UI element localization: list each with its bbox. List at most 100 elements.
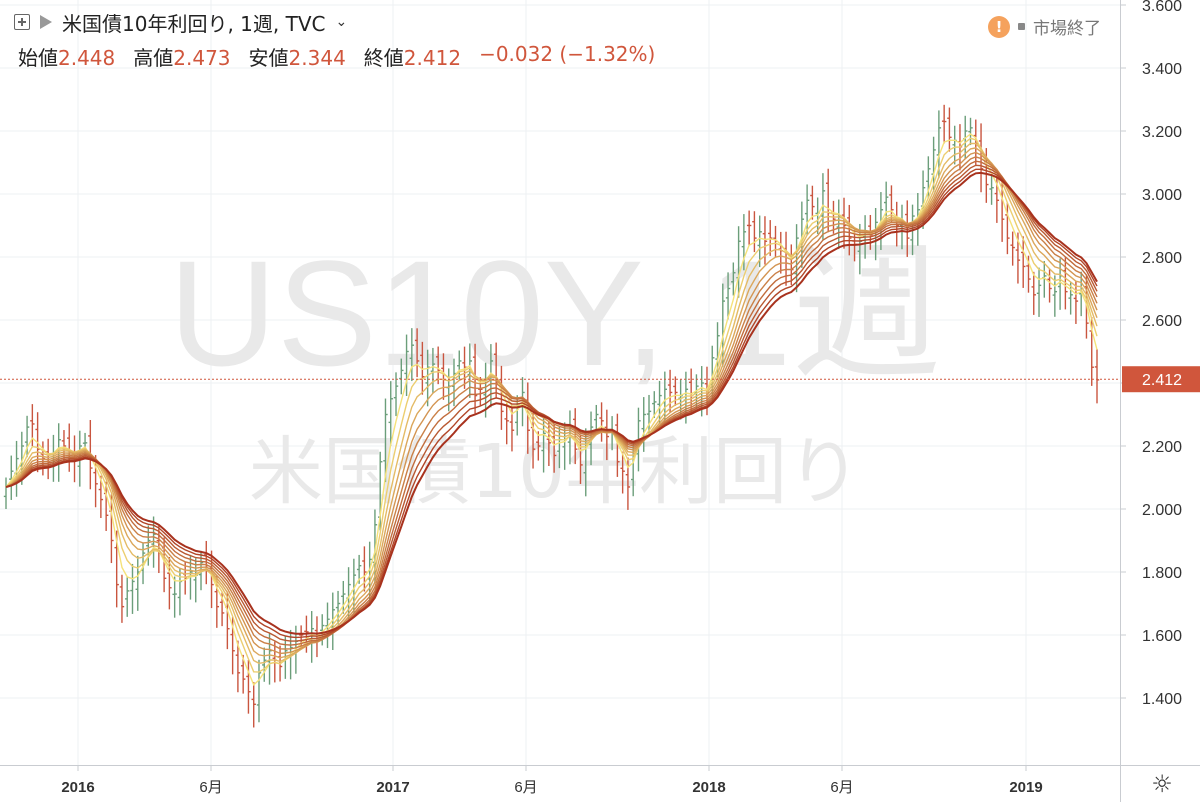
ohlc-bar[interactable]: [1021, 236, 1026, 288]
y-tick-label: 3.000: [1142, 187, 1182, 204]
ohlc-bar[interactable]: [256, 659, 262, 723]
ohlc-bar[interactable]: [135, 555, 140, 611]
symbol-title[interactable]: 米国債10年利回り, 1週, TVC: [62, 11, 326, 36]
ohlc-bar[interactable]: [67, 423, 72, 472]
last-price-label: 2.412: [1142, 372, 1182, 389]
ohlc-bar[interactable]: [541, 416, 546, 473]
ohlc-bar[interactable]: [752, 211, 757, 253]
ohlc-bar[interactable]: [1073, 281, 1079, 324]
ohlc-bar[interactable]: [757, 215, 762, 268]
ohlc-bar[interactable]: [504, 401, 509, 445]
ohlc-bar[interactable]: [167, 556, 172, 610]
ohlc-bar[interactable]: [746, 210, 752, 246]
ohlc-bar[interactable]: [1052, 275, 1058, 317]
ohlc-bar[interactable]: [641, 397, 646, 452]
ohlc-bar[interactable]: [968, 117, 973, 146]
ohlc-bar[interactable]: [383, 398, 388, 483]
ohlc-bar[interactable]: [246, 660, 251, 714]
ohlc-bar[interactable]: [24, 415, 30, 458]
x-tick-label: 2018: [692, 779, 725, 796]
ohlc-bar[interactable]: [420, 341, 425, 395]
gear-icon[interactable]: ☼: [1151, 770, 1173, 798]
ema-ribbon-line: [5, 151, 1098, 655]
ohlc-bar[interactable]: [952, 125, 957, 165]
x-tick-label: 6月: [830, 779, 853, 796]
y-tick-label: 2.800: [1142, 250, 1182, 267]
ohlc-bar[interactable]: [947, 107, 952, 152]
market-status-label: 市場終了: [1033, 19, 1101, 39]
ohlc-bar[interactable]: [599, 402, 604, 442]
ohlc-bar[interactable]: [499, 365, 504, 430]
ohlc-bar[interactable]: [725, 272, 731, 320]
ohlc-bar[interactable]: [826, 168, 831, 233]
ohlc-bar[interactable]: [251, 682, 256, 728]
ohlc-bar[interactable]: [941, 104, 947, 144]
ohlc-bar[interactable]: [652, 391, 657, 418]
ohlc-bar[interactable]: [3, 477, 9, 510]
ohlc-bar[interactable]: [267, 633, 272, 685]
ohlc-bar[interactable]: [794, 224, 799, 293]
chevron-down-icon[interactable]: ⌄: [335, 14, 348, 30]
ohlc-bar[interactable]: [1094, 349, 1100, 404]
warning-icon[interactable]: !: [988, 15, 1010, 38]
ohlc-bar[interactable]: [536, 431, 541, 461]
plus-square-icon[interactable]: [14, 14, 30, 30]
ohlc-bar[interactable]: [989, 175, 994, 205]
ohlc-bar[interactable]: [1047, 268, 1052, 303]
y-tick-label: 2.600: [1142, 313, 1182, 330]
ohlc-bar[interactable]: [604, 409, 610, 461]
ohlc-bar[interactable]: [1068, 282, 1073, 315]
ohlc-bar[interactable]: [172, 576, 177, 618]
ohlc-bar[interactable]: [810, 185, 815, 220]
ohlc-bar[interactable]: [768, 220, 773, 256]
ohlc-bar[interactable]: [1057, 258, 1063, 310]
symbol-row: 米国債10年利回り, 1週, TVC ⌄: [14, 8, 347, 36]
ohlc-bar[interactable]: [240, 654, 246, 694]
ohlc-bar[interactable]: [615, 413, 620, 477]
ohlc-bar[interactable]: [341, 580, 346, 614]
ohlc-bar[interactable]: [399, 358, 404, 395]
market-status: ! 市場終了: [988, 14, 1101, 39]
ohlc-bar[interactable]: [109, 494, 114, 564]
y-tick-label: 2.000: [1142, 502, 1182, 519]
ohlc-bar[interactable]: [646, 394, 652, 436]
ohlc-bar[interactable]: [119, 574, 125, 623]
ohlc-bar[interactable]: [1010, 231, 1015, 266]
ohlc-bar[interactable]: [388, 381, 393, 446]
ohlc-bar[interactable]: [731, 262, 736, 296]
ohlc-bar[interactable]: [657, 380, 662, 424]
ohlc-bar[interactable]: [594, 404, 599, 433]
ohlc-bar[interactable]: [9, 455, 14, 500]
ohlc-bar[interactable]: [362, 546, 367, 592]
y-tick-label: 1.600: [1142, 628, 1182, 645]
ohlc-bar[interactable]: [667, 369, 673, 413]
ohlc-bar[interactable]: [309, 611, 314, 663]
ohlc-bar[interactable]: [905, 200, 910, 257]
x-tick-label: 2019: [1009, 779, 1042, 796]
ohlc-bar[interactable]: [1036, 267, 1042, 317]
ohlc-bar[interactable]: [404, 334, 409, 396]
ohlc-bar[interactable]: [235, 640, 241, 693]
ohlc-bar[interactable]: [409, 328, 415, 382]
ohlc-bar[interactable]: [125, 577, 130, 617]
ohlc-bar[interactable]: [98, 475, 104, 518]
ohlc-bar[interactable]: [620, 451, 625, 494]
ohlc-bar[interactable]: [130, 563, 135, 614]
y-tick-label: 2.200: [1142, 439, 1182, 456]
ohlc-bar[interactable]: [325, 602, 330, 649]
x-tick-label: 2017: [376, 779, 409, 796]
y-tick-label: 1.400: [1142, 691, 1182, 708]
ohlc-bar[interactable]: [430, 347, 436, 393]
ema-ribbon-line: [5, 171, 1098, 635]
ohlc-bar[interactable]: [414, 328, 420, 378]
status-dot: [1018, 23, 1025, 30]
ohlc-bar[interactable]: [804, 184, 810, 235]
ohlc-bar[interactable]: [177, 568, 183, 616]
price-change: −0.032 (−1.32%): [479, 42, 656, 66]
ohlc-bar[interactable]: [262, 647, 267, 682]
ohlc-bar[interactable]: [1031, 271, 1036, 315]
ohlc-bar[interactable]: [847, 204, 852, 256]
flag-icon[interactable]: [38, 14, 54, 30]
ohlc-high: 高値2.473: [133, 46, 231, 70]
